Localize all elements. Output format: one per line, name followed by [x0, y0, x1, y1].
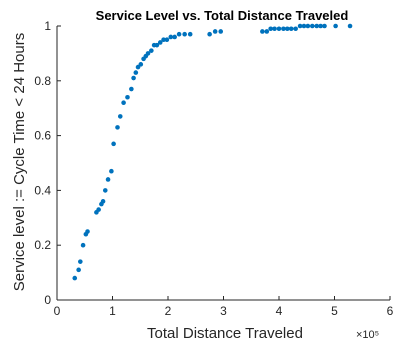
y-tick-label: 0.2 — [34, 238, 51, 252]
data-point — [288, 26, 294, 32]
data-point — [347, 23, 353, 29]
x-tick-label: 4 — [276, 304, 283, 318]
x-tick-label: 2 — [165, 304, 172, 318]
data-point — [172, 34, 177, 40]
data-point — [111, 141, 116, 147]
y-tick-label: 0.8 — [34, 74, 51, 88]
y-tick-label: 0 — [44, 293, 51, 307]
data-point — [272, 26, 277, 32]
data-point — [305, 23, 311, 29]
y-axis-label: Service level := Cycle Time < 24 Hours — [11, 33, 28, 291]
data-point — [138, 62, 144, 67]
data-point — [154, 42, 160, 48]
data-point — [314, 23, 320, 29]
data-point — [115, 125, 120, 130]
data-point — [276, 26, 282, 32]
data-point — [293, 26, 298, 32]
data-point — [176, 31, 182, 37]
data-point — [105, 177, 111, 182]
data-point — [318, 23, 323, 29]
x-axis-exponent-label: ×10⁵ — [356, 329, 379, 341]
data-point — [76, 267, 81, 273]
data-point — [260, 29, 265, 34]
x-tick-label: 6 — [387, 304, 394, 318]
data-point — [149, 48, 154, 53]
data-point — [161, 37, 166, 42]
data-point — [72, 275, 78, 281]
x-tick-label: 3 — [220, 304, 227, 318]
data-point — [125, 94, 130, 100]
data-point — [333, 23, 338, 29]
data-point — [80, 242, 86, 248]
data-point — [187, 31, 193, 37]
x-tick-label: 1 — [109, 304, 116, 318]
data-point — [322, 23, 327, 29]
x-tick-label: 5 — [331, 304, 338, 318]
data-points — [72, 23, 353, 281]
data-point — [145, 51, 151, 56]
data-point — [212, 29, 218, 34]
data-point — [207, 31, 212, 37]
data-point — [285, 26, 290, 32]
data-point — [109, 168, 114, 174]
x-tick-label: 0 — [54, 304, 61, 318]
y-tick-label: 1 — [44, 19, 51, 33]
data-point — [310, 23, 315, 29]
data-point — [281, 26, 286, 32]
chart-title: Service Level vs. Total Distance Travele… — [96, 8, 349, 23]
data-point — [121, 100, 126, 106]
data-point — [117, 114, 123, 119]
data-point — [297, 23, 303, 29]
data-point — [129, 86, 134, 92]
y-tick-label: 0.4 — [34, 183, 51, 197]
data-point — [102, 188, 108, 193]
y-axis-ticks: 0 0.2 0.4 0.6 0.8 1 — [34, 19, 61, 307]
data-point — [301, 23, 307, 29]
data-point — [164, 37, 170, 42]
data-point — [182, 31, 187, 37]
x-axis-label: Total Distance Traveled — [147, 325, 303, 342]
data-point — [264, 29, 270, 34]
y-tick-label: 0.6 — [34, 129, 51, 143]
data-point — [157, 40, 163, 45]
data-point — [218, 29, 224, 34]
data-point — [268, 26, 273, 32]
data-point — [85, 229, 90, 234]
data-point — [100, 199, 106, 204]
x-axis-ticks: 0 1 2 3 4 5 6 — [54, 296, 394, 318]
data-point — [133, 70, 139, 75]
data-point — [78, 259, 83, 264]
data-point — [131, 75, 136, 81]
plot-area — [56, 26, 390, 301]
data-point — [96, 207, 101, 212]
data-point — [168, 34, 174, 40]
